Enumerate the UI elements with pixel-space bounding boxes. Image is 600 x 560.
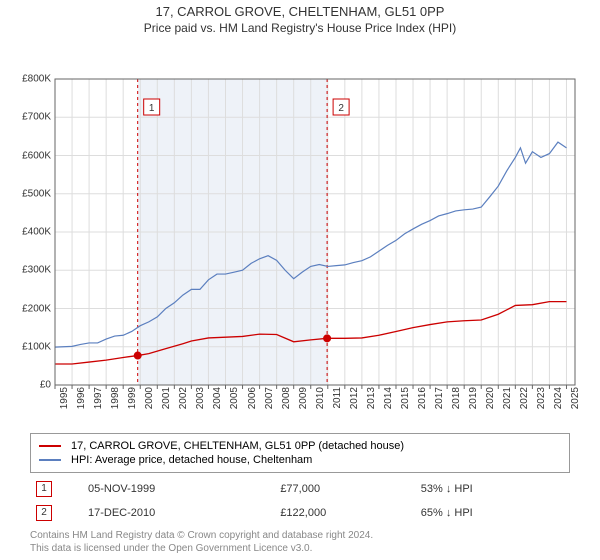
table-row: 1 05-NOV-1999£77,00053% ↓ HPI bbox=[30, 477, 570, 501]
attribution: Contains HM Land Registry data © Crown c… bbox=[30, 529, 570, 555]
events-table: 1 05-NOV-1999£77,00053% ↓ HPI 2 17-DEC-2010… bbox=[30, 477, 570, 525]
event-marker-icon: 2 bbox=[36, 505, 52, 521]
table-row: 2 17-DEC-2010£122,00065% ↓ HPI bbox=[30, 501, 570, 525]
chart-title: 17, CARROL GROVE, CHELTENHAM, GL51 0PP bbox=[0, 4, 600, 19]
event-delta: 65% ↓ HPI bbox=[415, 501, 570, 525]
legend-swatch bbox=[39, 445, 61, 447]
chart-svg: 12 bbox=[0, 35, 600, 429]
event-date: 17-DEC-2010 bbox=[82, 501, 274, 525]
legend-item: HPI: Average price, detached house, Chel… bbox=[39, 454, 561, 466]
event-date: 05-NOV-1999 bbox=[82, 477, 274, 501]
event-price: £77,000 bbox=[274, 477, 414, 501]
attribution-line1: Contains HM Land Registry data © Crown c… bbox=[30, 529, 570, 542]
legend-item: 17, CARROL GROVE, CHELTENHAM, GL51 0PP (… bbox=[39, 440, 561, 452]
legend: 17, CARROL GROVE, CHELTENHAM, GL51 0PP (… bbox=[30, 433, 570, 473]
svg-text:2: 2 bbox=[338, 103, 344, 114]
legend-label: HPI: Average price, detached house, Chel… bbox=[71, 454, 312, 466]
event-price: £122,000 bbox=[274, 501, 414, 525]
event-marker-icon: 1 bbox=[36, 481, 52, 497]
legend-swatch bbox=[39, 459, 61, 461]
chart-subtitle: Price paid vs. HM Land Registry's House … bbox=[0, 21, 600, 35]
event-delta: 53% ↓ HPI bbox=[415, 477, 570, 501]
svg-text:1: 1 bbox=[149, 103, 155, 114]
chart-titles: 17, CARROL GROVE, CHELTENHAM, GL51 0PP P… bbox=[0, 0, 600, 35]
chart-area: £0£100K£200K£300K£400K£500K£600K£700K£80… bbox=[0, 35, 600, 429]
legend-label: 17, CARROL GROVE, CHELTENHAM, GL51 0PP (… bbox=[71, 440, 404, 452]
attribution-line2: This data is licensed under the Open Gov… bbox=[30, 542, 570, 555]
